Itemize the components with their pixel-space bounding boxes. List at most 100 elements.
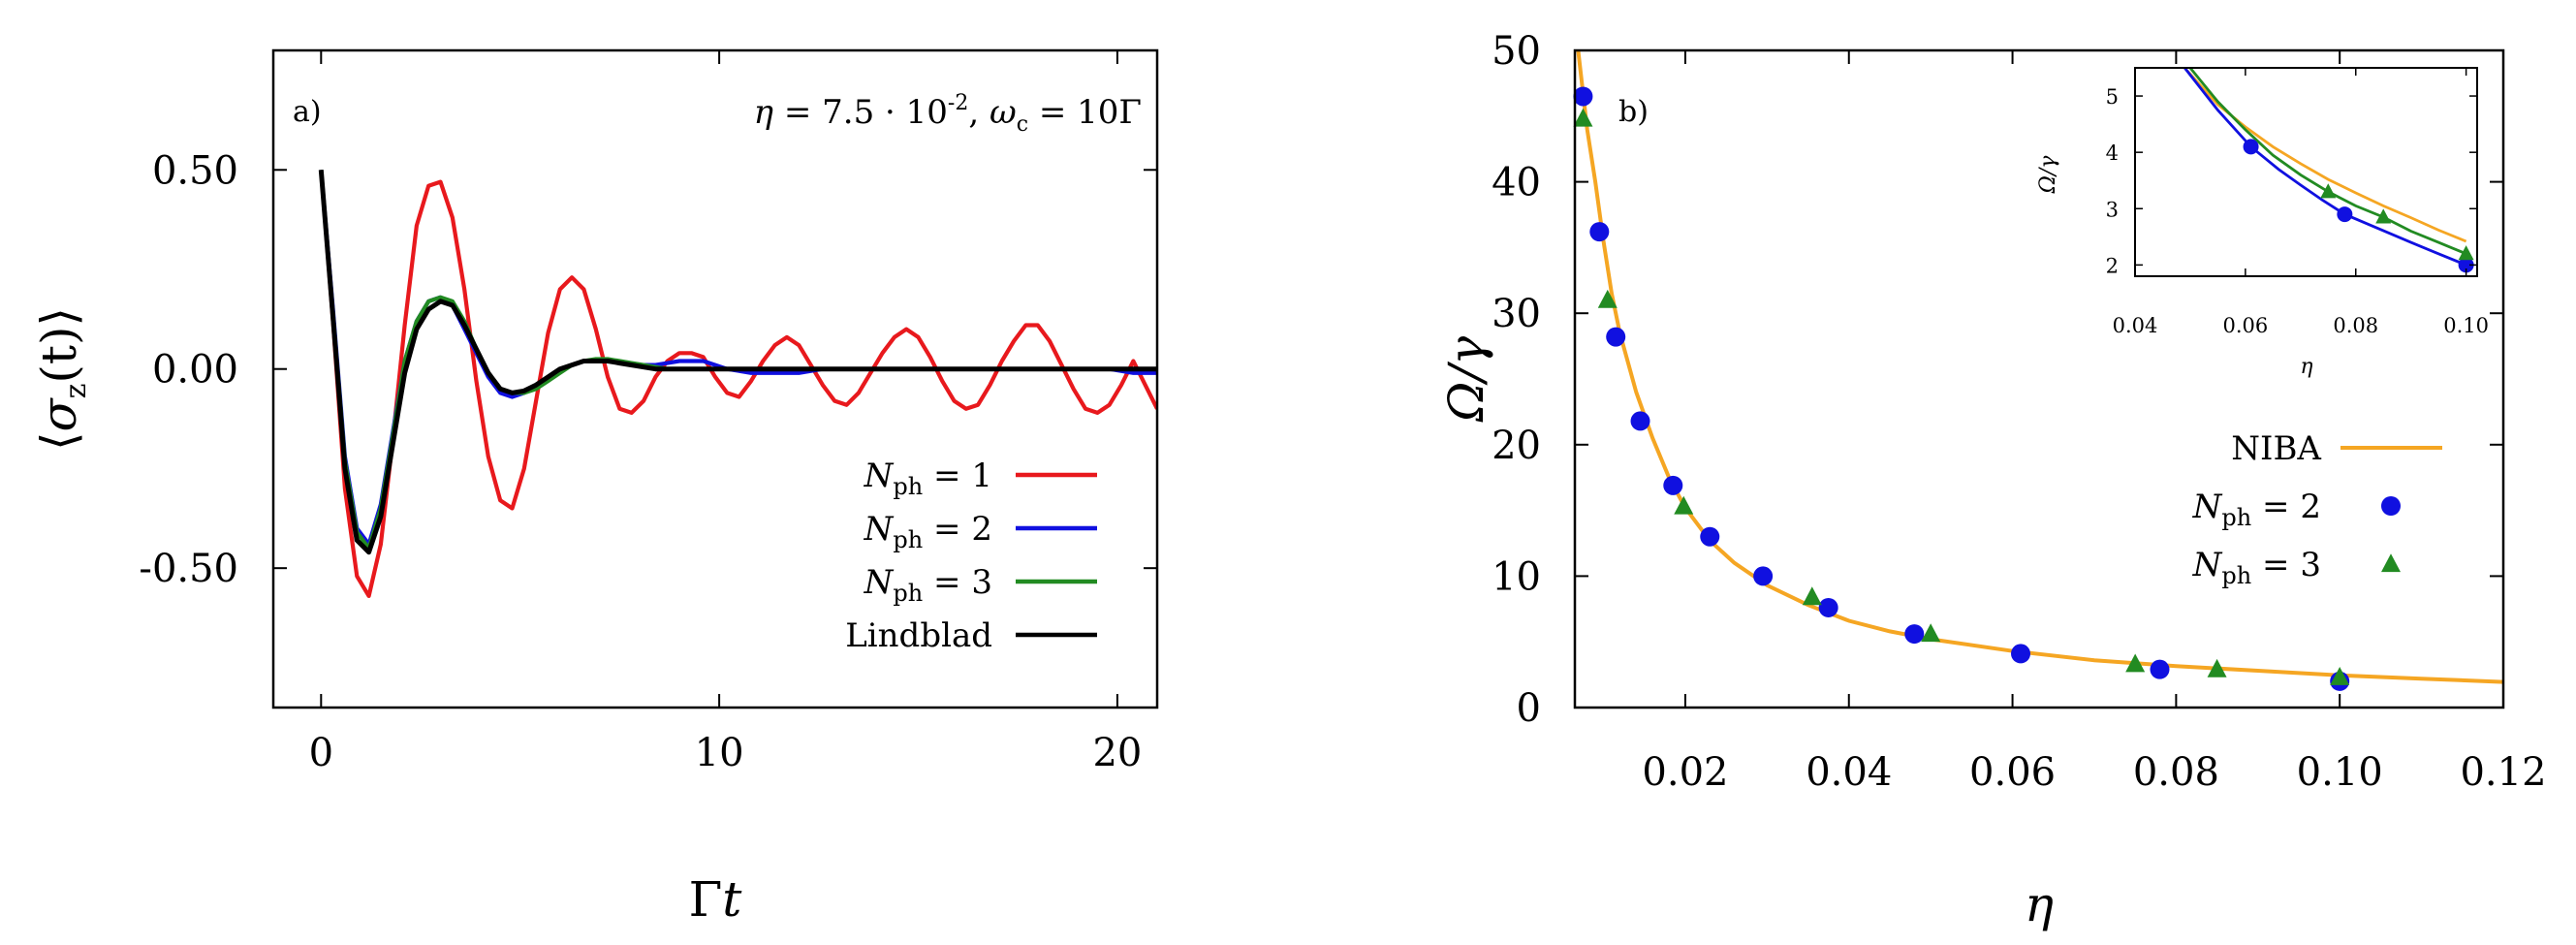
y-tick-label: 10 xyxy=(1492,554,1541,599)
data-point-nph-2 xyxy=(1630,411,1650,431)
y-tick-label: 0.50 xyxy=(152,148,238,193)
legend-symbol: N xyxy=(864,563,895,602)
legend-symbol: N xyxy=(864,457,895,495)
data-point-nph-2 xyxy=(1904,624,1925,645)
panel-a: 0 10 20 0.50 0.00 -0.50 a) η = 7.5 · 10-2, ωc… xyxy=(31,48,1159,928)
x-tick-label: 0.04 xyxy=(1806,750,1892,795)
panel-a-label: a) xyxy=(293,95,322,129)
y-tick-label: -0.50 xyxy=(139,547,238,591)
panel-a-frame xyxy=(271,48,1159,709)
legend-symbol: N xyxy=(864,510,895,549)
inset-frame xyxy=(2134,67,2478,277)
legend-label-nph-3: Nph = 3 xyxy=(864,563,992,607)
panel-b-frame xyxy=(1573,48,2505,709)
panel-b-ticks: 0.02 0.04 0.06 0.08 0.10 0.12 0 10 20 30 40 50 xyxy=(1492,29,2546,795)
x-label-t: t xyxy=(722,871,742,928)
inset-ticks: 0.04 0.06 0.08 0.10 2 3 4 5 xyxy=(2106,68,2489,337)
x-tick-label: 0.10 xyxy=(2297,750,2383,795)
legend-label-nph-2: Nph = 2 xyxy=(864,510,992,553)
panel-b-legend: NIBA Nph = 2 Nph = 3 xyxy=(2192,429,2442,589)
panel-a-x-axis-label: Γt xyxy=(689,871,743,928)
data-point-nph-2 xyxy=(1589,222,1610,242)
y-tick-label: 50 xyxy=(1492,29,1541,74)
y-tick-label: 0 xyxy=(1517,686,1541,731)
data-point-nph-3 xyxy=(1573,108,1593,127)
y-tick-label: 20 xyxy=(1492,424,1541,468)
data-point-nph-3 xyxy=(2125,653,2146,673)
legend-swatch-nph-3 xyxy=(2381,553,2401,573)
param-eta-exponent: -2 xyxy=(948,91,968,115)
inset-y-tick-label: 2 xyxy=(2106,254,2119,277)
inset-x-tick-label: 0.04 xyxy=(2113,314,2158,337)
inset-line-nph-2 xyxy=(2183,68,2467,267)
data-point-nph-3 xyxy=(2207,658,2227,677)
legend-label-niba: NIBA xyxy=(2231,429,2321,468)
data-point-nph-2 xyxy=(1700,526,1720,547)
inset-point-nph-2 xyxy=(2243,139,2259,155)
series-line-nph-1 xyxy=(319,170,1157,599)
inset-point-nph-3 xyxy=(2458,245,2474,261)
data-point-nph-2 xyxy=(1573,86,1593,107)
panel-a-series-layer xyxy=(318,170,1157,599)
legend-label-nph-3: Nph = 3 xyxy=(2192,546,2321,589)
panel-b-label: b) xyxy=(1618,95,1649,129)
y-label-open: ⟨ xyxy=(31,432,87,452)
inset-point-nph-3 xyxy=(2320,183,2337,199)
param-omega-subscript: c xyxy=(1017,112,1028,137)
series-line-niba xyxy=(1576,50,2503,684)
legend-swatch-nph-2 xyxy=(2381,496,2401,516)
inset-x-axis-label: η xyxy=(2300,355,2312,379)
legend-value: = 2 xyxy=(2251,488,2321,526)
data-point-nph-3 xyxy=(1921,623,1941,643)
y-label-arg: (t) xyxy=(31,326,87,383)
inset-background xyxy=(2135,68,2477,276)
panel-b-inset: 0.04 0.06 0.08 0.10 2 3 4 5 η Ω/γ xyxy=(2036,67,2489,379)
panel-b: 0.02 0.04 0.06 0.08 0.10 0.12 0 10 20 30 40 50 b) N… xyxy=(1438,29,2547,932)
data-point-nph-2 xyxy=(1663,475,1683,495)
inset-x-tick-label: 0.10 xyxy=(2443,314,2489,337)
legend-label-nph-2: Nph = 2 xyxy=(2192,488,2321,531)
inset-y-axis-label: Ω/γ xyxy=(2036,155,2060,195)
legend-subscript: ph xyxy=(2221,504,2251,531)
y-label-subscript: z xyxy=(59,384,93,399)
panel-b-x-axis-label: η xyxy=(2025,876,2054,932)
y-label-close: ⟩ xyxy=(31,307,87,327)
panel-a-ticks: 0 10 20 0.50 0.00 -0.50 xyxy=(139,50,1157,775)
inset-y-tick-label: 5 xyxy=(2106,85,2119,109)
data-point-nph-2 xyxy=(1818,597,1838,617)
param-omega-symbol: ω xyxy=(990,93,1017,132)
param-comma: , xyxy=(968,93,990,132)
y-tick-label: 0.00 xyxy=(152,348,238,393)
y-label-sigma: σ xyxy=(31,397,87,432)
x-tick-label: 20 xyxy=(1092,731,1142,775)
legend-value: Lindblad xyxy=(845,616,992,655)
x-tick-label: 0.08 xyxy=(2133,750,2219,795)
data-point-nph-3 xyxy=(2330,667,2350,685)
legend-value: = 2 xyxy=(923,510,992,549)
y-tick-label: 30 xyxy=(1492,292,1541,336)
param-eta-symbol: η xyxy=(754,93,774,132)
legend-value: NIBA xyxy=(2231,429,2321,468)
legend-subscript: ph xyxy=(893,580,923,607)
param-omega-value: = 10Γ xyxy=(1028,93,1142,132)
inset-series-layer xyxy=(2135,68,2477,276)
legend-label-nph-1: Nph = 1 xyxy=(864,457,992,500)
inset-x-tick-label: 0.06 xyxy=(2222,314,2268,337)
legend-value: = 1 xyxy=(923,457,992,495)
inset-point-nph-2 xyxy=(2337,206,2353,223)
inset-point-nph-2 xyxy=(2458,257,2474,273)
panel-a-parameters: η = 7.5 · 10-2, ωc = 10Γ xyxy=(754,91,1142,137)
series-line-lindblad xyxy=(318,170,1157,555)
legend-symbol: N xyxy=(2192,546,2223,584)
x-tick-label: 0.06 xyxy=(1969,750,2056,795)
x-tick-label: 0 xyxy=(309,731,333,775)
data-point-nph-2 xyxy=(2011,644,2031,664)
legend-subscript: ph xyxy=(2221,562,2251,589)
panel-b-y-axis-label: Ω/γ xyxy=(1438,336,1494,423)
data-point-nph-2 xyxy=(1753,566,1774,586)
inset-point-nph-3 xyxy=(2375,208,2392,224)
legend-label-lindblad: Lindblad xyxy=(845,616,992,655)
legend-subscript: ph xyxy=(893,473,923,500)
